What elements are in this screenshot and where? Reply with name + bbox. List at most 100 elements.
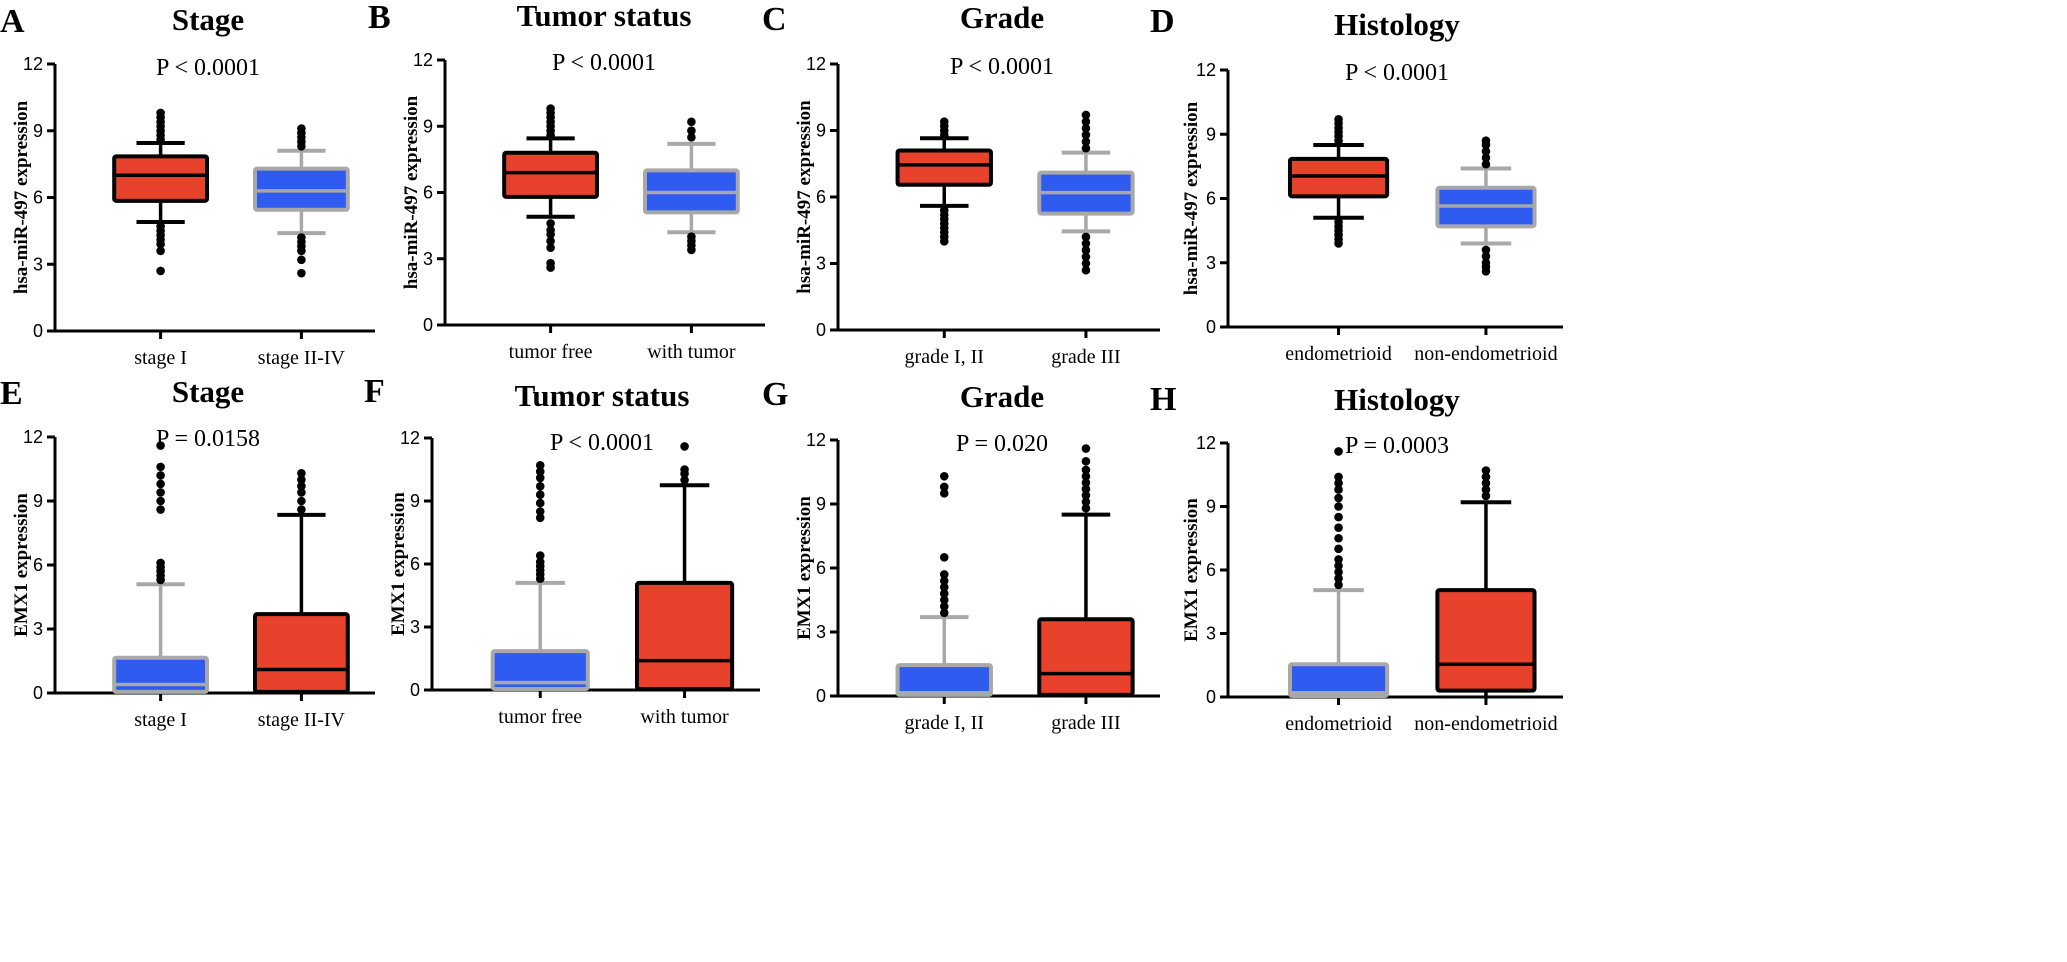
iqr-box	[502, 150, 600, 199]
box-stage-ii-iv: stage II-IV	[253, 124, 350, 369]
box-grade-iii: grade III	[1037, 110, 1135, 368]
outlier-point	[680, 475, 689, 485]
outlier-point	[1081, 130, 1091, 140]
box-grade-iii: grade III	[1037, 444, 1135, 734]
outlier-point	[297, 475, 306, 484]
y-tick-label: 3	[423, 249, 433, 269]
outlier-point	[680, 465, 689, 474]
y-tick-label: 3	[1206, 253, 1216, 273]
outlier-point	[156, 488, 165, 497]
outlier-point	[535, 473, 545, 483]
y-tick-label: 9	[816, 494, 826, 514]
panel-title: Stage	[172, 374, 244, 409]
box-grade-i-ii: grade I, II	[895, 471, 993, 734]
outlier-point	[156, 479, 165, 489]
outlier-point	[939, 570, 949, 579]
y-tick-label: 12	[23, 427, 43, 447]
y-axis-label: EMX1 expression	[1181, 498, 1202, 642]
outlier-point	[1081, 245, 1091, 255]
y-axis-label: EMX1 expression	[11, 493, 32, 637]
outlier-point	[297, 468, 306, 478]
x-category-label: stage II-IV	[258, 347, 346, 369]
outlier-point	[156, 505, 165, 514]
outlier-point	[1081, 110, 1091, 120]
outlier-point	[1081, 503, 1091, 513]
outlier-point	[1081, 117, 1091, 126]
outlier-point	[1481, 147, 1491, 156]
y-tick-label: 12	[413, 50, 433, 70]
y-tick-label: 6	[816, 187, 826, 207]
iqr-box	[253, 612, 350, 694]
panel-title: Histology	[1334, 382, 1460, 417]
iqr-box	[112, 154, 209, 203]
outlier-point	[156, 441, 165, 450]
outlier-point	[680, 442, 689, 451]
outlier-point	[297, 496, 306, 506]
iqr-box	[895, 663, 993, 697]
iqr-box	[635, 580, 735, 691]
iqr-box	[895, 148, 993, 187]
x-category-label: stage I	[134, 347, 187, 369]
y-tick-label: 9	[1206, 124, 1216, 144]
outlier-point	[939, 595, 949, 605]
outlier-point	[297, 268, 306, 278]
outlier-point	[1081, 143, 1091, 153]
p-value-label: P < 0.0001	[550, 430, 654, 456]
panel-letter: A	[0, 3, 25, 40]
y-tick-label: 0	[816, 686, 826, 706]
outlier-point	[156, 108, 165, 118]
panel-letter: G	[762, 376, 788, 413]
outlier-point	[939, 553, 949, 562]
box-tumor-free: tumor free	[490, 461, 590, 728]
panel-letter: B	[368, 0, 391, 36]
panel-title: Tumor status	[517, 0, 692, 33]
outlier-point	[535, 551, 545, 560]
x-category-label: non-endometrioid	[1414, 343, 1557, 365]
outlier-point	[939, 489, 949, 498]
x-category-label: with tumor	[640, 706, 729, 728]
box-grade-i-ii: grade I, II	[895, 117, 993, 368]
box-with-tumor: with tumor	[643, 117, 740, 363]
p-value-label: P < 0.0001	[156, 55, 260, 81]
outlier-point	[1481, 472, 1491, 482]
outlier-point	[535, 461, 545, 470]
outlier-point	[535, 507, 545, 516]
outlier-point	[1481, 159, 1491, 169]
outlier-point	[1334, 561, 1343, 571]
y-tick-label: 12	[1196, 60, 1216, 80]
y-tick-label: 0	[423, 315, 433, 335]
box-tumor-free: tumor free	[502, 104, 600, 363]
y-axis-label: hsa-miR-497 expression	[11, 100, 32, 294]
outlier-point	[1081, 484, 1091, 494]
x-category-label: tumor free	[498, 706, 582, 728]
panel-c: C Grade P < 0.0001 0 3 6 9 12 hsa-miR-497 expres…	[762, 0, 1160, 368]
outlier-point	[1081, 265, 1091, 275]
y-tick-label: 6	[33, 188, 43, 208]
outlier-point	[1334, 523, 1343, 532]
y-tick-label: 9	[33, 491, 43, 511]
outlier-point	[1334, 502, 1343, 511]
outlier-point	[687, 132, 696, 142]
outlier-point	[1334, 217, 1343, 227]
outlier-point	[1334, 555, 1343, 564]
y-tick-label: 0	[816, 320, 826, 340]
outlier-point	[1081, 239, 1091, 248]
panel-a: A Stage P < 0.0001 0 3 6 9 12 hsa-miR-497 expres…	[0, 2, 375, 369]
panel-letter: D	[1150, 3, 1175, 40]
outlier-point	[1334, 567, 1343, 577]
panel-f: F Tumor status P < 0.0001 0 3 6 9 12 EMX1 expres…	[364, 373, 760, 728]
iqr-box	[1037, 617, 1135, 697]
y-tick-label: 12	[806, 430, 826, 450]
panel-g: G Grade P = 0.020 0 3 6 9 12 EMX1 expression grad…	[762, 376, 1160, 734]
y-tick-label: 12	[23, 54, 43, 74]
outlier-point	[156, 496, 165, 506]
box-endometrioid: endometrioid	[1285, 114, 1392, 365]
x-category-label: with tumor	[647, 341, 736, 363]
outlier-point	[1334, 533, 1343, 543]
x-category-label: grade I, II	[905, 346, 984, 368]
outlier-point	[1334, 574, 1343, 583]
x-category-label: endometrioid	[1285, 343, 1392, 365]
p-value-label: P < 0.0001	[950, 54, 1054, 80]
outlier-point	[535, 482, 545, 491]
